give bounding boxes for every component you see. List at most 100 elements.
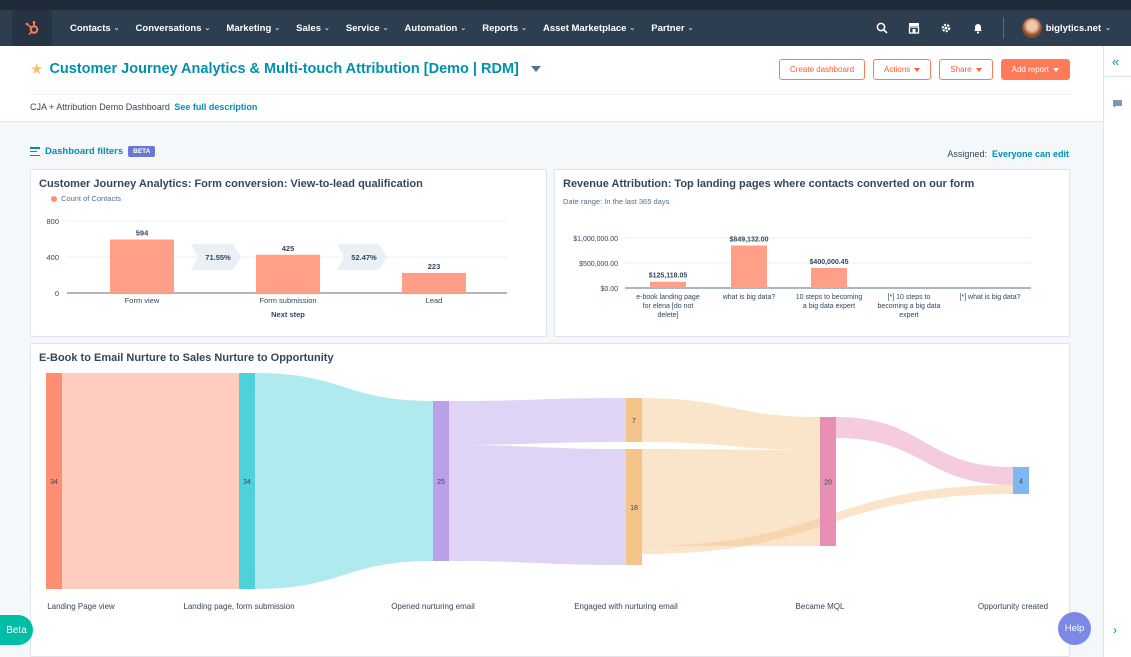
filter-icon [30,147,40,156]
x-tick-label: [*] what is big data? [959,294,1020,301]
nav-item-contacts[interactable]: Contacts ⌄ [62,23,128,34]
nav-item-label: Service [345,22,380,34]
sankey-stage-label: Engaged with nurturing email [574,602,678,611]
nav-item-conversations[interactable]: Conversations ⌄ [128,23,219,34]
nav-item-partner[interactable]: Partner ⌄ [643,23,701,34]
caret-down-icon [1053,67,1059,72]
sankey-node-value: 34 [243,479,251,486]
nav-item-label: Conversations [135,22,202,34]
share-button[interactable]: Share [939,59,993,80]
account-menu[interactable]: biglytics.net ⌄ [1021,18,1111,38]
bar-value-label: $125,118.05 [649,273,688,280]
sankey-node-value: 34 [50,479,58,486]
sankey-node [820,417,836,546]
title-row: ★ Customer Journey Analytics & Multi-tou… [30,60,541,78]
funnel-bar [256,254,320,293]
actions-label: Actions [884,65,911,74]
sankey-node [626,449,642,565]
chevron-down-icon: ⌄ [113,25,120,32]
header-divider [30,94,1070,95]
share-label: Share [950,65,972,74]
attribution-bar [731,245,767,288]
x-tick-label: e-book landing page [636,294,700,301]
attribution-bar [650,281,686,288]
sankey-stage-label: Opportunity created [978,602,1048,611]
nav-item-label: Automation [404,22,458,34]
conversion-arrow [191,244,241,270]
funnel-legend: Count of Contacts [51,194,121,203]
dashboard-title[interactable]: Customer Journey Analytics & Multi-touch… [49,61,519,77]
assigned-info: Assigned: Everyone can edit [947,149,1069,159]
nav-item-sales[interactable]: Sales ⌄ [288,23,338,34]
caret-down-icon [975,67,982,72]
sankey-stage-label: Landing page, form submission [183,602,294,611]
nav-item-asset-marketplace[interactable]: Asset Marketplace ⌄ [535,23,643,34]
chevron-down-icon: ⌄ [1105,25,1111,32]
bar-value-label: $400,000.45 [810,259,849,266]
hubspot-logo-icon[interactable] [12,10,52,46]
marketplace-icon[interactable] [907,21,921,35]
window-top-strip [0,0,1131,10]
beta-feedback-tab[interactable]: Beta [0,615,33,645]
x-tick-label: Form view [125,296,160,305]
nav-item-service[interactable]: Service ⌄ [338,23,397,34]
x-tick-label: 10 steps to becoming [796,294,863,301]
add-report-label: Add report [1011,65,1049,74]
nav-item-marketing[interactable]: Marketing ⌄ [218,23,288,34]
chevron-down-icon: ⌄ [687,25,694,32]
funnel-report-card[interactable]: Customer Journey Analytics: Form convers… [30,169,547,337]
nav-item-label: Partner [651,22,685,34]
y-tick-label: 400 [46,253,59,262]
comments-icon[interactable] [1112,96,1123,114]
avatar [1021,18,1042,38]
see-full-description-link[interactable]: See full description [174,102,258,112]
help-button[interactable]: Help [1058,612,1091,645]
attribution-report-card[interactable]: Revenue Attribution: Top landing pages w… [554,169,1070,337]
nav-menu: Contacts ⌄ Conversations ⌄ Marketing ⌄ Sales ⌄ S… [62,23,701,34]
sankey-node [626,398,642,442]
funnel-bar [402,272,466,293]
assigned-value-link[interactable]: Everyone can edit [991,149,1069,159]
chevron-down-icon: ⌄ [323,25,330,32]
assigned-label: Assigned: [947,149,987,159]
notifications-icon[interactable] [971,21,985,35]
caret-down-icon [914,67,921,72]
y-tick-label: $500,000.00 [579,261,618,268]
sankey-node-value: 20 [824,480,832,487]
sankey-stage-label: Opened nurturing email [391,602,475,611]
add-report-button[interactable]: Add report [1000,59,1070,80]
sankey-node-value: 4 [1019,479,1023,486]
sankey-link [255,373,433,589]
x-tick-label: a big data expert [803,303,855,310]
funnel-bar [110,239,174,293]
x-tick-label: becoming a big data [877,303,940,310]
y-tick-label: 0 [55,289,59,298]
search-icon[interactable] [875,21,889,35]
nav-item-automation[interactable]: Automation ⌄ [397,23,475,34]
funnel-chart: 800 400 0 594 Form view 425 Form submission 223… [46,217,507,319]
sankey-link [642,398,820,450]
x-tick-label: what is big data? [722,294,776,301]
favorite-star-icon[interactable]: ★ [30,61,44,78]
sankey-report-card[interactable]: E-Book to Email Nurture to Sales Nurture… [30,343,1070,657]
bar-value-label: 594 [136,229,149,238]
nav-divider [1002,18,1004,38]
nav-item-reports[interactable]: Reports ⌄ [474,23,535,34]
bar-value-label: 425 [282,244,295,253]
beta-badge: BETA [128,146,156,157]
collapse-sidebar-icon[interactable]: « [1112,54,1120,69]
dashboard-filters[interactable]: Dashboard filters BETA [30,146,156,157]
create-dashboard-button[interactable]: Create dashboard [779,59,866,80]
sankey-chart: 34 34 25 7 18 20 4 Landing Page view Landing pag… [46,373,1048,611]
sankey-report-title: E-Book to Email Nurture to Sales Nurture… [39,352,334,364]
chevron-down-icon: ⌄ [274,25,281,32]
chevron-down-icon: ⌄ [204,25,211,32]
actions-button[interactable]: Actions [873,59,932,80]
x-tick-label: for elena [do not [643,303,694,310]
settings-icon[interactable] [939,21,953,35]
dashboard-switcher-caret-icon[interactable] [530,66,541,72]
expand-arrow-icon[interactable]: › [1113,623,1117,637]
x-tick-label: expert [899,312,919,319]
x-tick-label: delete] [657,312,678,319]
attribution-date-range: Date range: In the last 365 days [563,197,670,206]
